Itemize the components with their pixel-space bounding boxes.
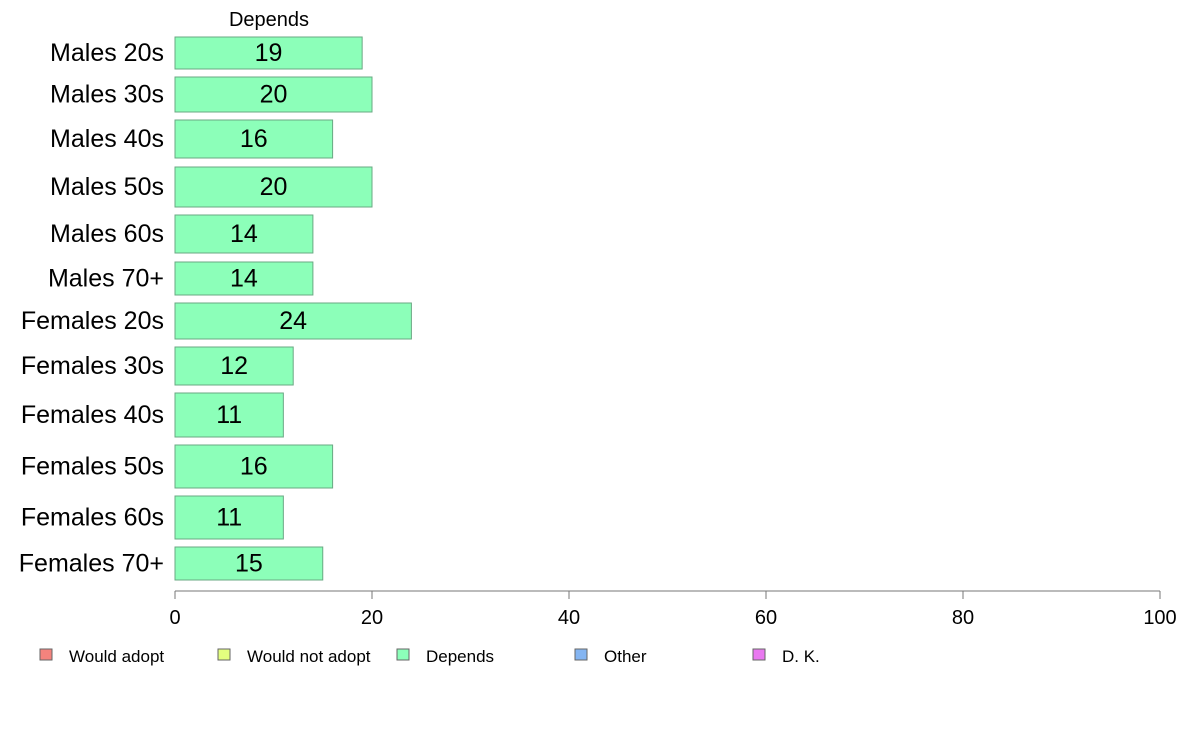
legend-swatch <box>39 648 53 661</box>
legend-swatch <box>574 648 588 661</box>
bar <box>174 346 294 386</box>
legend-label: Other <box>604 647 647 666</box>
category-labels: Males 20s Males 30s Males 40s Males 50s Male… <box>19 39 164 578</box>
bar-value-label: 20 <box>260 81 288 109</box>
category-label: Males 20s <box>50 39 164 67</box>
x-tick-label: 60 <box>755 607 777 629</box>
bar <box>174 261 314 296</box>
series-header: Depends <box>229 9 309 31</box>
bar-value-label: 14 <box>230 220 258 248</box>
bar <box>174 119 334 159</box>
bar <box>174 444 334 489</box>
bar <box>174 392 284 438</box>
category-label: Females 20s <box>21 307 164 335</box>
x-tick-label: 0 <box>169 607 180 629</box>
bar <box>174 36 363 70</box>
bar-value-label: 11 <box>216 504 242 532</box>
x-tick-label: 100 <box>1143 607 1176 629</box>
category-label: Females 70+ <box>19 550 164 578</box>
legend-swatch <box>752 648 766 661</box>
bar-value-label: 24 <box>279 307 307 335</box>
legend-swatch <box>217 648 231 661</box>
category-label: Males 70+ <box>48 265 164 293</box>
bar-value-label: 12 <box>220 352 248 380</box>
bar <box>174 214 314 254</box>
legend: Would adopt Would not adopt Depends Other D.… <box>39 647 820 666</box>
bar <box>174 76 373 113</box>
category-label: Males 30s <box>50 81 164 109</box>
legend-label: Depends <box>426 647 494 666</box>
x-tick-label: 40 <box>558 607 580 629</box>
category-label: Males 50s <box>50 173 164 201</box>
x-tick-label: 20 <box>361 607 383 629</box>
bar-value-label: 19 <box>255 39 283 67</box>
legend-label: Would adopt <box>69 647 164 666</box>
bar <box>174 166 373 208</box>
bar <box>174 302 412 340</box>
bar <box>174 546 324 581</box>
category-label: Females 40s <box>21 401 164 429</box>
bar-value-label: 16 <box>240 125 268 153</box>
bar-value-label: 11 <box>216 401 242 429</box>
bar-value-label: 20 <box>260 173 288 201</box>
legend-label: Would not adopt <box>247 647 371 666</box>
bar-value-label: 14 <box>230 265 258 293</box>
bar-value-label: 16 <box>240 453 268 481</box>
x-axis: 0 20 40 60 80 100 <box>169 590 1177 629</box>
category-label: Females 30s <box>21 352 164 380</box>
category-label: Females 60s <box>21 504 164 532</box>
category-label: Males 40s <box>50 125 164 153</box>
bar-value-label: 15 <box>235 550 263 578</box>
legend-swatch <box>396 648 410 661</box>
legend-label: D. K. <box>782 647 820 666</box>
x-tick-label: 80 <box>952 607 974 629</box>
category-label: Females 50s <box>21 453 164 481</box>
bar <box>174 495 284 540</box>
category-label: Males 60s <box>50 220 164 248</box>
